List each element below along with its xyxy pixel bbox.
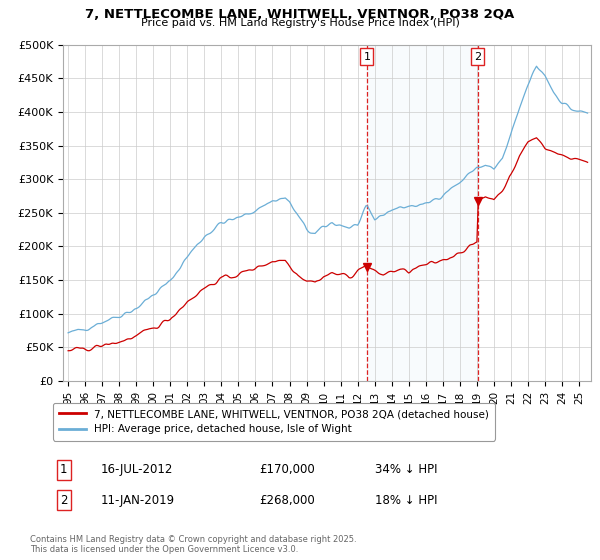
Text: 11-JAN-2019: 11-JAN-2019	[101, 494, 175, 507]
Text: 1: 1	[364, 52, 370, 62]
Text: 16-JUL-2012: 16-JUL-2012	[101, 463, 173, 476]
Text: 34% ↓ HPI: 34% ↓ HPI	[376, 463, 438, 476]
Text: Price paid vs. HM Land Registry's House Price Index (HPI): Price paid vs. HM Land Registry's House …	[140, 18, 460, 29]
Text: 2: 2	[60, 494, 68, 507]
Text: 2: 2	[474, 52, 481, 62]
Bar	[367, 45, 478, 381]
Text: Contains HM Land Registry data © Crown copyright and database right 2025.
This d: Contains HM Land Registry data © Crown c…	[30, 535, 356, 554]
Text: £170,000: £170,000	[259, 463, 315, 476]
Legend: 7, NETTLECOMBE LANE, WHITWELL, VENTNOR, PO38 2QA (detached house), HPI: Average : 7, NETTLECOMBE LANE, WHITWELL, VENTNOR, …	[53, 403, 495, 441]
Text: 7, NETTLECOMBE LANE, WHITWELL, VENTNOR, PO38 2QA: 7, NETTLECOMBE LANE, WHITWELL, VENTNOR, …	[85, 8, 515, 21]
Text: £268,000: £268,000	[259, 494, 315, 507]
Text: 1: 1	[60, 463, 68, 476]
Text: 18% ↓ HPI: 18% ↓ HPI	[376, 494, 438, 507]
